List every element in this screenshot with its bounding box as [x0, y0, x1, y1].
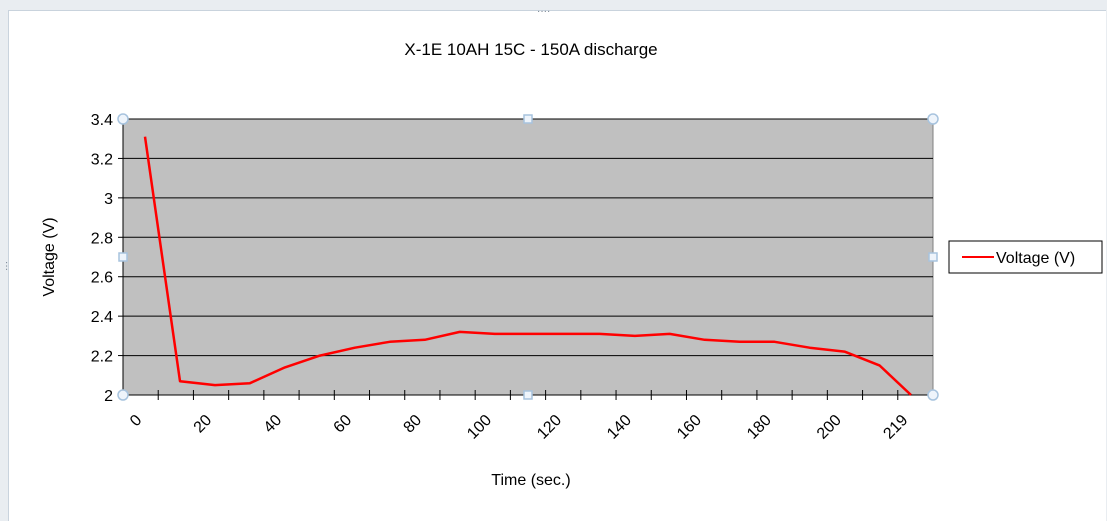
plot-area[interactable] — [122, 118, 934, 396]
x-tick-label: 60 — [331, 412, 356, 437]
y-axis-title: Voltage (V) — [41, 217, 58, 296]
legend-label: Voltage (V) — [996, 250, 1075, 267]
chart-frame[interactable]: ···· ··· X-1E 10AH 15C - 150A discharge … — [1, 6, 1106, 521]
corner-resize-handle[interactable] — [927, 389, 939, 401]
selection-handles[interactable] — [117, 113, 939, 401]
series-group — [143, 136, 912, 396]
x-tick-label: 180 — [744, 412, 775, 443]
y-axis: 3.4 3.2 3 2.8 2.6 2.4 2.2 2 — [91, 112, 124, 405]
chart-title: X-1E 10AH 15C - 150A discharge — [404, 40, 657, 59]
resize-grip-left-icon[interactable]: ··· — [1, 261, 12, 271]
x-axis-title: Time (sec.) — [491, 472, 570, 489]
y-tick-label: 2.4 — [91, 309, 113, 326]
x-tick-label: 219 — [880, 412, 911, 443]
x-tick-label: 20 — [191, 412, 216, 437]
corner-resize-handle[interactable] — [117, 389, 129, 401]
edge-resize-handle[interactable] — [928, 252, 938, 262]
x-tick-label: 200 — [814, 412, 845, 443]
corner-resize-handle[interactable] — [117, 113, 129, 125]
y-tick-label: 2.6 — [91, 270, 113, 287]
x-tick-label: 140 — [604, 412, 635, 443]
x-tick-label: 80 — [401, 412, 426, 437]
x-tick-label: 0 — [127, 412, 145, 430]
chart-svg: X-1E 10AH 15C - 150A discharge 0 20 40 60 80… — [41, 40, 1103, 489]
series-line-voltage[interactable] — [143, 136, 912, 396]
legend[interactable]: Voltage (V) — [948, 240, 1103, 274]
edge-resize-handle[interactable] — [523, 114, 533, 124]
corner-resize-handle[interactable] — [927, 113, 939, 125]
x-tick-label: 40 — [261, 412, 286, 437]
x-tick-label: 120 — [534, 412, 565, 443]
y-tick-label: 3.2 — [91, 151, 113, 168]
edge-resize-handle[interactable] — [523, 390, 533, 400]
resize-grip-top-icon[interactable]: ···· — [537, 6, 551, 17]
y-tick-label: 3.4 — [91, 112, 113, 129]
edge-resize-handle[interactable] — [118, 252, 128, 262]
y-tick-label: 2 — [104, 388, 113, 405]
x-tick-label: 160 — [674, 412, 705, 443]
y-tick-label: 2.8 — [91, 230, 113, 247]
y-tick-label: 3 — [104, 191, 113, 208]
y-tick-label: 2.2 — [91, 349, 113, 366]
x-tick-label: 100 — [464, 412, 495, 443]
